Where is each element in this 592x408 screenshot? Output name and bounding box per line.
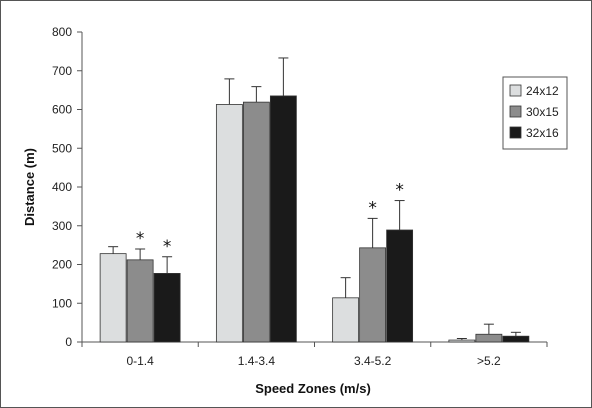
- bar: [99, 253, 127, 343]
- x-tick-label: >5.2: [477, 354, 501, 368]
- x-axis-title: Speed Zones (m/s): [255, 381, 371, 396]
- y-tick-label: 100: [52, 296, 72, 310]
- x-axis: 0-1.4 1.4-3.4 3.4-5.2 >5.2: [81, 341, 548, 368]
- y-tick-label: 200: [52, 258, 72, 272]
- y-tick-label: 500: [52, 141, 72, 155]
- x-tick-label: 3.4-5.2: [354, 354, 392, 368]
- significance-star: *: [163, 237, 172, 257]
- y-tick-label: 400: [52, 180, 72, 194]
- x-tick-label: 1.4-3.4: [238, 354, 276, 368]
- bar: [215, 104, 243, 343]
- bar: [386, 229, 414, 343]
- bar: [359, 247, 387, 343]
- y-tick-label: 0: [65, 335, 72, 349]
- legend-swatch: [509, 84, 522, 97]
- legend-label: 30x15: [526, 105, 559, 119]
- y-tick-label: 700: [52, 64, 72, 78]
- significance-star: *: [395, 181, 404, 201]
- y-axis: 0 100 200 300 400 500 600 700 800: [52, 25, 83, 349]
- bar: [153, 273, 181, 343]
- bar: [502, 335, 530, 343]
- y-tick-label: 300: [52, 219, 72, 233]
- error-bars: [108, 57, 521, 341]
- significance-star: *: [368, 198, 377, 218]
- legend: 24x12 30x15 32x16: [502, 76, 568, 150]
- bar: [269, 95, 297, 343]
- legend-label: 24x12: [526, 84, 559, 98]
- legend-label: 32x16: [526, 126, 559, 140]
- x-tick-label: 0-1.4: [126, 354, 154, 368]
- bar: [126, 259, 154, 343]
- y-axis-title: Distance (m): [22, 148, 37, 226]
- legend-swatch: [509, 105, 522, 118]
- bar: [332, 297, 360, 343]
- significance-star: *: [136, 229, 145, 249]
- y-tick-label: 800: [52, 25, 72, 39]
- bar: [448, 339, 476, 343]
- legend-swatch: [509, 126, 522, 139]
- significance-markers: * * * *: [136, 181, 404, 257]
- bar: [242, 101, 270, 343]
- bars: [99, 95, 530, 343]
- y-tick-label: 600: [52, 103, 72, 117]
- bar: [475, 333, 503, 343]
